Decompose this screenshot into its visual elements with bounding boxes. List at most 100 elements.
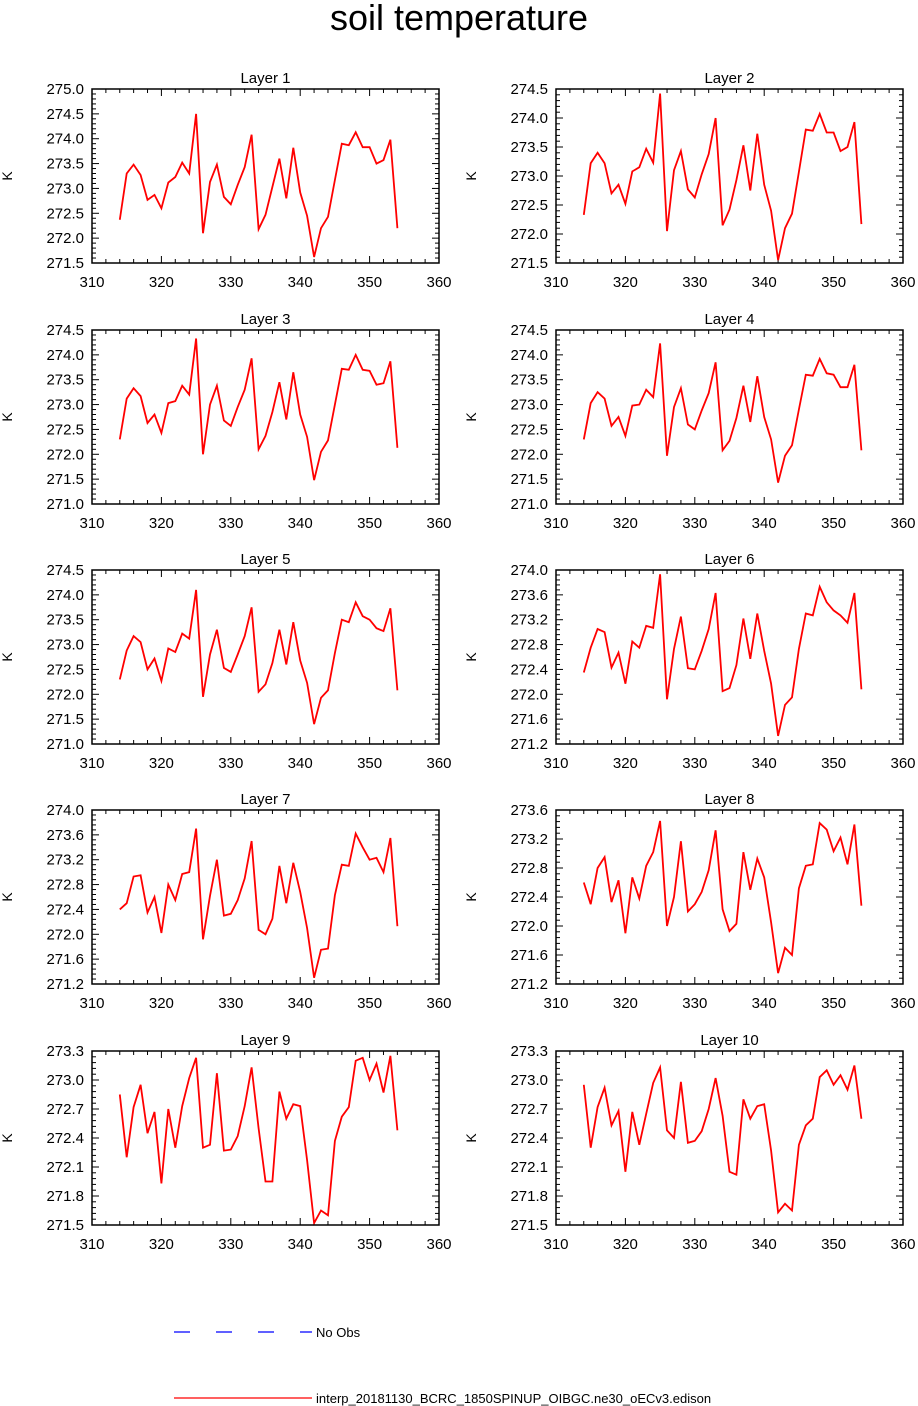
- legend: No Obs interp_20181130_BCRC_1850SPINUP_O…: [174, 1325, 711, 1406]
- y-tick-label: 272.0: [46, 686, 84, 703]
- plot-frame: [555, 1050, 904, 1226]
- y-tick-label: 272.0: [510, 446, 548, 463]
- y-tick-label: 273.0: [510, 168, 548, 185]
- y-tick-label: 271.8: [510, 1188, 548, 1205]
- y-tick-label: 272.4: [510, 1130, 548, 1147]
- series-line-layer-1: [118, 113, 399, 258]
- y-tick-label: 274.5: [46, 562, 84, 579]
- x-tick-label: 330: [218, 755, 243, 772]
- x-tick-label: 310: [79, 1236, 104, 1253]
- y-axis-label: K: [0, 652, 15, 662]
- x-tick-label: 350: [357, 995, 382, 1012]
- y-tick-label: 273.6: [510, 587, 548, 604]
- y-axis-label: K: [0, 412, 15, 422]
- x-tick-label: 310: [79, 755, 104, 772]
- x-tick-label: 330: [218, 515, 243, 532]
- y-tick-label: 271.5: [46, 471, 84, 488]
- plot-frame: [91, 569, 440, 745]
- panel-layer-1: Layer 1 K 310 320 330 340 350 360 271.5 272.0 272.…: [0, 70, 452, 291]
- y-tick-label: 273.2: [510, 831, 548, 848]
- series-line-layer-5: [118, 589, 399, 725]
- x-tick-label: 320: [149, 995, 174, 1012]
- panel-title-layer-8: Layer 8: [704, 791, 754, 808]
- y-tick-label: 274.0: [510, 562, 548, 579]
- x-tick-label: 330: [218, 274, 243, 291]
- y-tick-label: 272.4: [510, 889, 548, 906]
- plot-frame: [91, 1050, 440, 1226]
- x-tick-label: 350: [357, 515, 382, 532]
- series-line-layer-8: [582, 820, 863, 974]
- y-axis-label: K: [463, 1133, 479, 1143]
- x-tick-label: 330: [682, 995, 707, 1012]
- y-tick-label: 272.5: [46, 421, 84, 438]
- y-tick-label: 274.0: [46, 347, 84, 364]
- x-tick-label: 320: [613, 995, 638, 1012]
- plot-frame: [555, 329, 904, 505]
- x-tick-label: 330: [682, 755, 707, 772]
- series-line-layer-3: [118, 338, 399, 481]
- panel-title-layer-9: Layer 9: [240, 1032, 290, 1049]
- y-tick-label: 272.0: [46, 230, 84, 247]
- y-tick-label: 274.0: [510, 347, 548, 364]
- y-tick-label: 271.2: [510, 976, 548, 993]
- x-tick-label: 360: [426, 995, 451, 1012]
- x-tick-label: 310: [543, 1236, 568, 1253]
- y-tick-label: 273.2: [510, 612, 548, 629]
- panel-title-layer-2: Layer 2: [704, 70, 754, 87]
- y-tick-label: 272.5: [46, 205, 84, 222]
- x-tick-label: 340: [752, 274, 777, 291]
- y-tick-label: 272.0: [46, 926, 84, 943]
- y-tick-label: 271.8: [46, 1188, 84, 1205]
- panel-title-layer-10: Layer 10: [700, 1032, 758, 1049]
- x-tick-label: 330: [682, 1236, 707, 1253]
- y-tick-label: 271.5: [510, 255, 548, 272]
- y-tick-label: 272.0: [46, 446, 84, 463]
- series-line-layer-4: [582, 343, 863, 483]
- x-tick-label: 350: [821, 995, 846, 1012]
- x-tick-label: 320: [149, 274, 174, 291]
- series-line-layer-6: [582, 574, 863, 737]
- y-tick-label: 274.0: [46, 587, 84, 604]
- y-tick-label: 272.8: [510, 860, 548, 877]
- y-tick-label: 271.6: [510, 711, 548, 728]
- y-tick-label: 272.0: [510, 686, 548, 703]
- y-tick-label: 271.6: [510, 947, 548, 964]
- y-tick-label: 273.0: [46, 1072, 84, 1089]
- y-tick-label: 271.5: [46, 711, 84, 728]
- x-tick-label: 340: [288, 274, 313, 291]
- y-tick-label: 272.5: [510, 421, 548, 438]
- y-tick-label: 273.3: [46, 1043, 84, 1060]
- y-axis-label: K: [463, 892, 479, 902]
- x-tick-label: 320: [613, 755, 638, 772]
- x-tick-label: 310: [543, 274, 568, 291]
- x-tick-label: 320: [613, 515, 638, 532]
- x-tick-label: 310: [79, 274, 104, 291]
- y-tick-label: 274.0: [510, 110, 548, 127]
- plot-frame: [91, 329, 440, 505]
- y-tick-label: 271.2: [46, 976, 84, 993]
- x-tick-label: 310: [543, 755, 568, 772]
- x-tick-label: 310: [543, 515, 568, 532]
- y-tick-label: 274.0: [46, 802, 84, 819]
- x-tick-label: 360: [426, 755, 451, 772]
- y-tick-label: 272.5: [510, 197, 548, 214]
- x-tick-label: 350: [821, 274, 846, 291]
- x-tick-label: 340: [288, 755, 313, 772]
- y-tick-label: 274.5: [510, 322, 548, 339]
- panel-title-layer-3: Layer 3: [240, 311, 290, 328]
- y-tick-label: 272.8: [510, 637, 548, 654]
- y-axis-label: K: [0, 892, 15, 902]
- plot-frame: [555, 809, 904, 985]
- y-tick-label: 274.5: [46, 322, 84, 339]
- x-tick-label: 340: [752, 515, 777, 532]
- x-tick-label: 330: [682, 515, 707, 532]
- y-tick-label: 271.6: [46, 951, 84, 968]
- y-tick-label: 271.0: [46, 736, 84, 753]
- y-tick-label: 274.5: [46, 106, 84, 123]
- y-tick-label: 272.0: [510, 226, 548, 243]
- x-tick-label: 310: [79, 995, 104, 1012]
- y-tick-label: 271.5: [46, 1217, 84, 1234]
- panel-layer-4: Layer 4 K 310 320 330 340 350 360 271.0 271.5 272.…: [463, 311, 916, 532]
- y-tick-label: 273.0: [46, 397, 84, 414]
- panel-layer-6: Layer 6 K 310 320 330 340 350 360 271.2 271.6 272.…: [463, 551, 916, 772]
